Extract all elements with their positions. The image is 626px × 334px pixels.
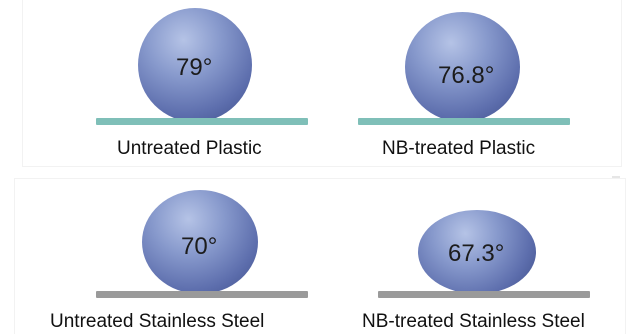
caption-untreated-plastic: Untreated Plastic [117,138,262,159]
caption-nb-treated-plastic: NB-treated Plastic [382,138,536,159]
caption-untreated-steel: Untreated Stainless Steel [50,311,265,332]
droplet-nb-treated-plastic [405,12,520,122]
contact-angle-untreated-steel: 70° [181,233,218,260]
plastic-surface-untreated [96,118,308,125]
steel-surface-nb-treated [378,291,590,298]
droplet-nb-treated-steel [418,210,536,294]
steel-surface-untreated [96,291,308,298]
droplet-untreated-plastic [138,8,252,122]
droplet-untreated-steel [142,190,258,294]
contact-angle-nb-treated-steel: 67.3° [448,240,505,267]
plastic-surface-nb-treated [358,118,570,125]
contact-angle-untreated-plastic: 79° [176,54,213,81]
contact-angle-nb-treated-plastic: 76.8° [438,62,495,89]
caption-nb-treated-steel: NB-treated Stainless Steel [362,311,585,332]
divider-mark [612,176,620,178]
plastic-samples-panel [22,0,622,167]
